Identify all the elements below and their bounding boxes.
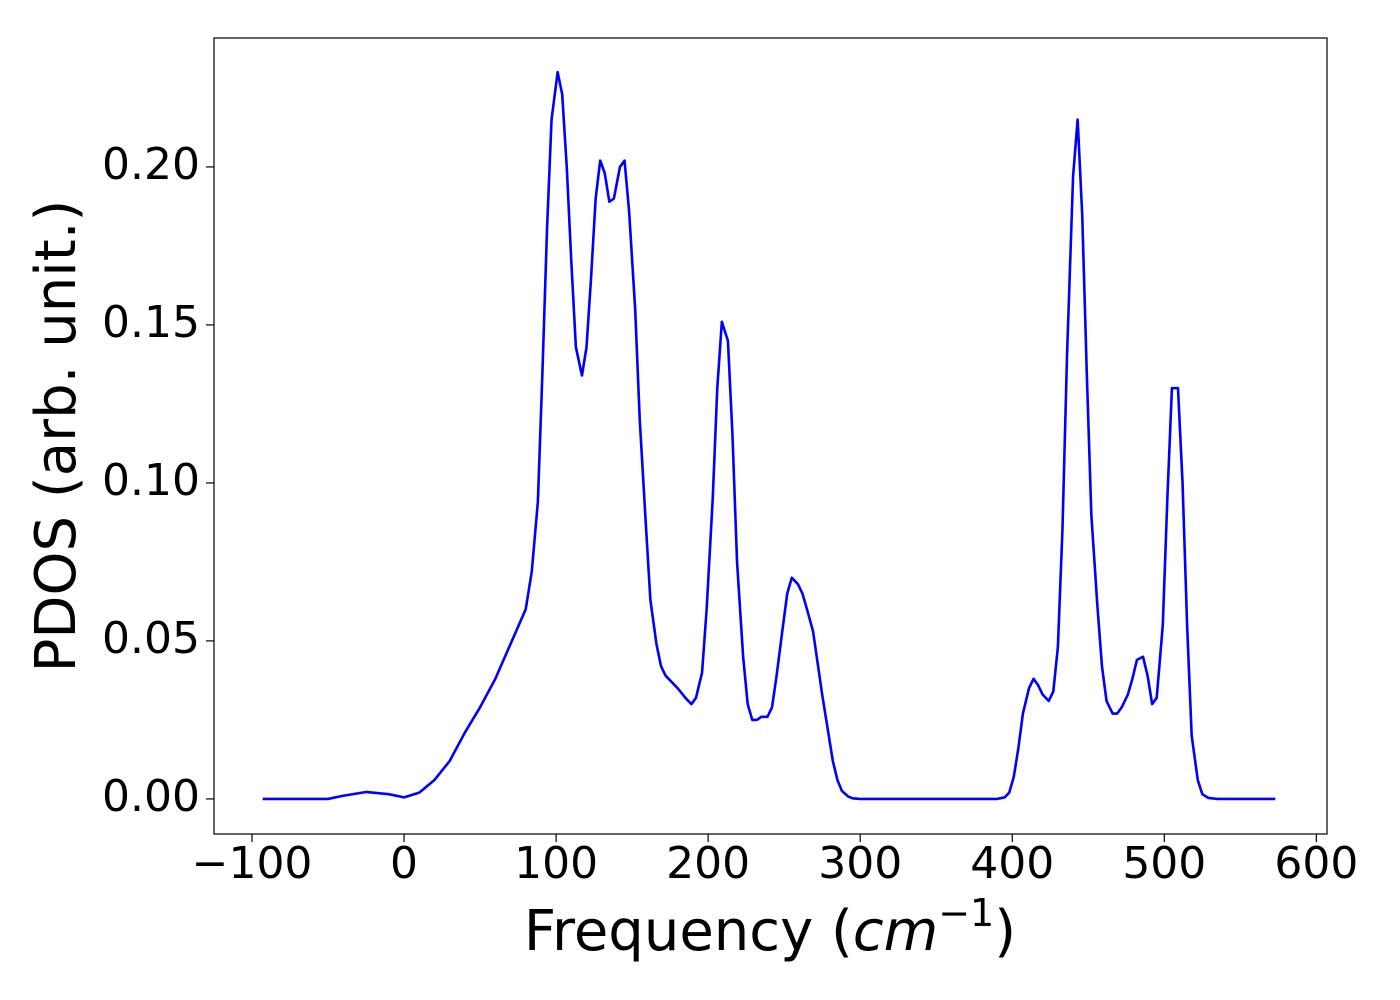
- y-tick-label: 0.05: [102, 613, 200, 664]
- y-tick-label: 0.15: [102, 297, 200, 348]
- x-tick-label: −100: [192, 838, 313, 889]
- plot-frame: [213, 37, 1328, 835]
- x-tick-label: 300: [818, 838, 902, 889]
- x-axis-label: Frequency (cm−1): [524, 891, 1016, 965]
- pdos-line: [262, 70, 1276, 801]
- x-tick-label: 0: [390, 838, 418, 889]
- x-label-text: Frequency (: [524, 899, 853, 964]
- x-tick-label: 400: [970, 838, 1054, 889]
- x-label-sup: −1: [938, 891, 994, 935]
- x-tick-label: 100: [514, 838, 598, 889]
- x-tick-label: 500: [1122, 838, 1206, 889]
- y-tick-label: 0.20: [102, 139, 200, 190]
- x-label-math: cm: [853, 899, 938, 964]
- y-tick-label: 0.10: [102, 455, 200, 506]
- y-tick-label: 0.00: [102, 771, 200, 822]
- x-tick-label: 600: [1274, 838, 1358, 889]
- y-axis-label: PDOS (arb. unit.): [24, 200, 89, 673]
- x-label-close: ): [994, 899, 1016, 964]
- x-tick-label: 200: [666, 838, 750, 889]
